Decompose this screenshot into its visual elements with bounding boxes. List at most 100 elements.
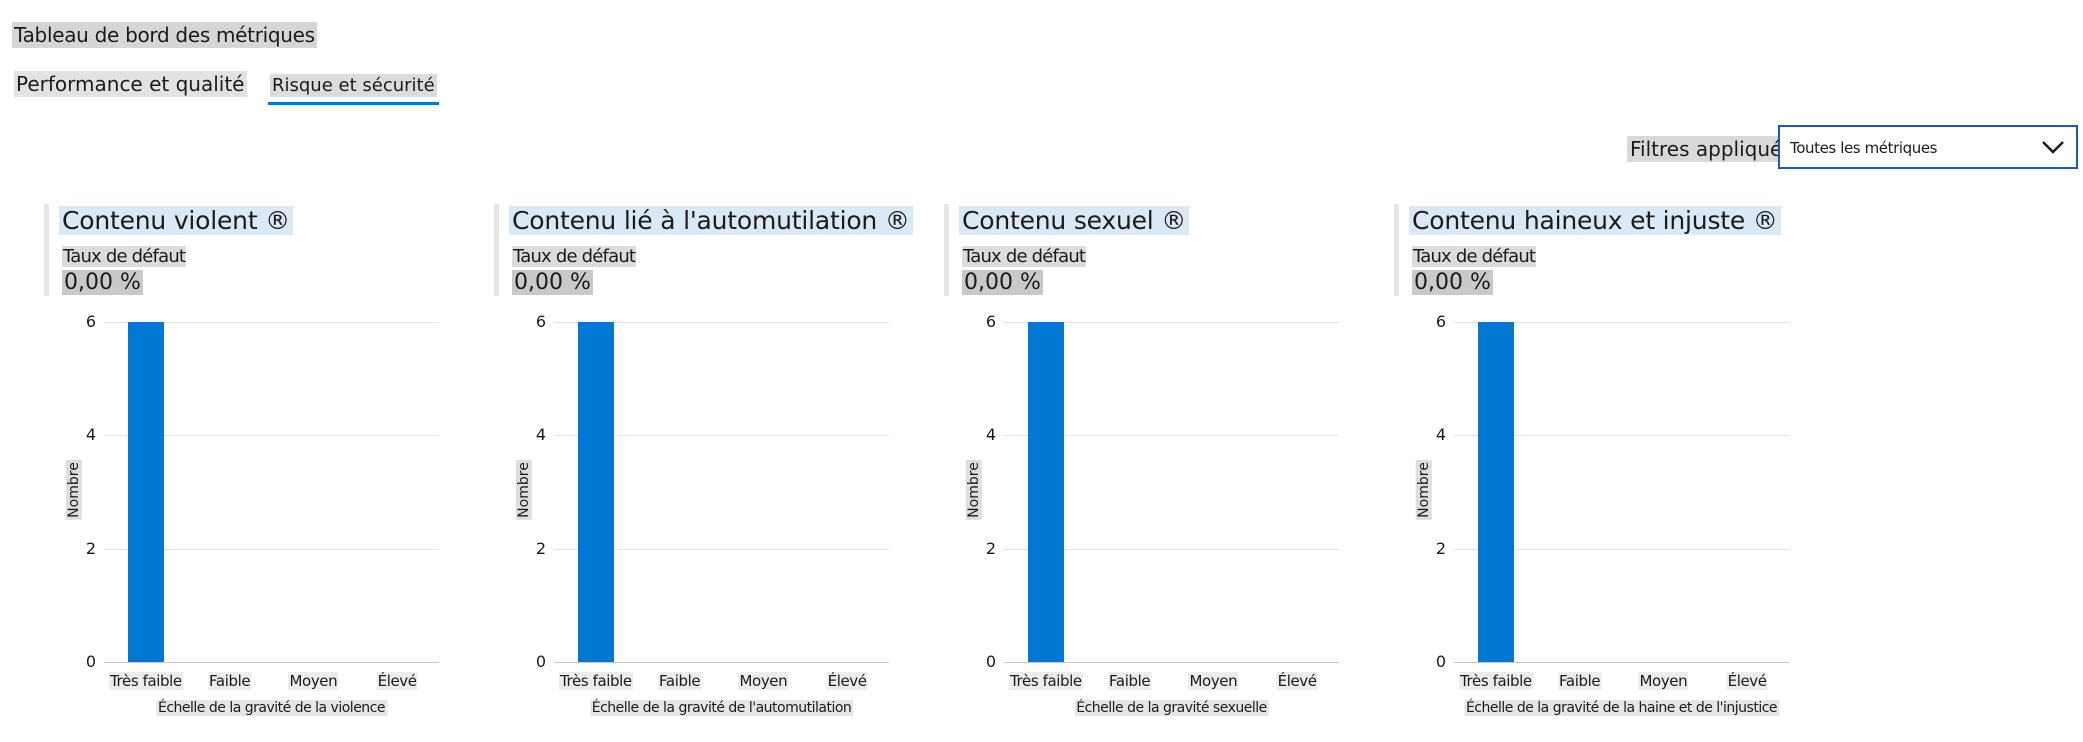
x-tick-label: Élevé — [1726, 672, 1768, 690]
card-title[interactable]: Contenu lié à l'automutilation ® — [509, 206, 913, 235]
x-tick-label: Élevé — [826, 672, 868, 690]
x-tick-label: Moyen — [288, 672, 339, 690]
y-tick-label: 4 — [85, 425, 96, 445]
gridline — [554, 322, 889, 323]
gridline — [1004, 435, 1339, 437]
chevron-down-icon — [2042, 141, 2064, 154]
y-tick-label: 0 — [85, 652, 96, 671]
gridline — [104, 322, 439, 323]
y-axis-label: Nombre — [515, 460, 532, 520]
bar-très-faible[interactable] — [1027, 322, 1064, 662]
y-axis-label: Nombre — [965, 460, 982, 520]
y-tick-label: 4 — [1435, 425, 1446, 445]
card-title[interactable]: Contenu haineux et injuste ® — [1409, 206, 1781, 235]
gridline — [1454, 548, 1789, 550]
x-axis-line — [1004, 662, 1339, 663]
metric-card-violent: Contenu violent ® Taux de défaut 0,00 % … — [44, 200, 484, 730]
x-tick-label: Élevé — [1276, 672, 1318, 690]
x-tick-label: Moyen — [738, 672, 789, 690]
tab-label: Performance et qualité — [14, 71, 247, 97]
metric-card-hate-unfairness: Contenu haineux et injuste ® Taux de déf… — [1394, 200, 1834, 730]
card-title[interactable]: Contenu violent ® — [59, 206, 293, 235]
card-accent — [44, 204, 49, 296]
x-tick-text: Très faible — [558, 672, 633, 690]
y-tick-label: 6 — [1435, 312, 1446, 331]
y-tick-label: 4 — [535, 425, 546, 445]
x-tick-label: Très faible — [558, 672, 633, 690]
y-tick-label: 6 — [985, 312, 996, 331]
y-axis-label: Nombre — [1415, 460, 1432, 520]
x-tick-text: Faible — [1558, 672, 1602, 690]
y-tick-label: 2 — [85, 538, 96, 558]
y-tick-label: 2 — [535, 538, 546, 558]
x-tick-label: Faible — [1558, 672, 1602, 690]
filters-label: Filtres appliqués — [1627, 136, 1796, 162]
bar-très-faible[interactable] — [1477, 322, 1514, 662]
x-tick-label: Moyen — [1188, 672, 1239, 690]
y-tick-label: 2 — [1435, 538, 1446, 558]
x-tick-text: Très faible — [1008, 672, 1083, 690]
x-tick-text: Élevé — [1276, 672, 1318, 690]
gridline — [1004, 322, 1339, 323]
x-tick-text: Élevé — [376, 672, 418, 690]
x-axis-line — [104, 662, 439, 663]
x-tick-text: Faible — [1108, 672, 1152, 690]
y-tick-label: 0 — [1435, 652, 1446, 671]
card-accent — [494, 204, 499, 296]
page-title: Tableau de bord des métriques — [12, 22, 317, 48]
x-tick-text: Très faible — [108, 672, 183, 690]
gridline — [104, 435, 439, 437]
metric-card-self-harm: Contenu lié à l'automutilation ® Taux de… — [494, 200, 934, 730]
severity-bar-chart: 0 2 4 6 Nombre Très faible Faible Moyen Élevé Éch… — [44, 310, 484, 730]
x-tick-text: Faible — [208, 672, 252, 690]
x-tick-label: Très faible — [108, 672, 183, 690]
gridline — [554, 548, 889, 550]
bar-très-faible[interactable] — [577, 322, 614, 662]
defect-rate-value: 0,00 % — [1412, 270, 1493, 295]
tab-label: Risque et sécurité — [270, 74, 437, 97]
x-tick-text: Très faible — [1458, 672, 1533, 690]
x-tick-text: Moyen — [738, 672, 789, 690]
x-tick-label: Moyen — [1638, 672, 1689, 690]
defect-rate-label: Taux de défaut — [512, 246, 637, 267]
defect-rate-label: Taux de défaut — [62, 246, 187, 267]
x-tick-text: Élevé — [1726, 672, 1768, 690]
x-tick-label: Faible — [1108, 672, 1152, 690]
tab-performance-quality[interactable]: Performance et qualité — [12, 70, 249, 104]
x-tick-label: Faible — [658, 672, 702, 690]
y-tick-label: 6 — [535, 312, 546, 331]
y-tick-label: 6 — [85, 312, 96, 331]
tab-risk-safety[interactable]: Risque et sécurité — [268, 70, 439, 105]
bar-très-faible[interactable] — [127, 322, 164, 662]
x-axis-label: Échelle de la gravité de l'automutilatio… — [589, 700, 854, 716]
card-title[interactable]: Contenu sexuel ® — [959, 206, 1190, 235]
severity-bar-chart: 0 2 4 6 Nombre Très faible Faible Moyen Élevé Éch… — [944, 310, 1384, 730]
gridline — [1454, 435, 1789, 437]
x-tick-label: Faible — [208, 672, 252, 690]
severity-bar-chart: 0 2 4 6 Nombre Très faible Faible Moyen Élevé Éch… — [1394, 310, 1834, 730]
gridline — [104, 548, 439, 550]
x-axis-line — [554, 662, 889, 663]
y-axis-label: Nombre — [65, 460, 82, 520]
gridline — [1004, 548, 1339, 550]
x-tick-text: Moyen — [288, 672, 339, 690]
y-tick-label: 0 — [985, 652, 996, 671]
card-accent — [944, 204, 949, 296]
dropdown-selected-value: Toutes les métriques — [1790, 139, 1938, 157]
metric-card-sexual: Contenu sexuel ® Taux de défaut 0,00 % 0… — [944, 200, 1384, 730]
severity-bar-chart: 0 2 4 6 Nombre Très faible Faible Moyen Élevé Éch… — [494, 310, 934, 730]
card-accent — [1394, 204, 1399, 296]
gridline — [1454, 322, 1789, 323]
x-tick-label: Très faible — [1008, 672, 1083, 690]
y-tick-label: 4 — [985, 425, 996, 445]
defect-rate-value: 0,00 % — [512, 270, 593, 295]
x-axis-label: Échelle de la gravité sexuelle — [1074, 700, 1269, 716]
x-axis-line — [1454, 662, 1789, 663]
x-tick-text: Faible — [658, 672, 702, 690]
y-tick-label: 0 — [535, 652, 546, 671]
defect-rate-value: 0,00 % — [962, 270, 1043, 295]
x-tick-text: Moyen — [1188, 672, 1239, 690]
y-tick-label: 2 — [985, 538, 996, 558]
metrics-filter-dropdown[interactable]: Toutes les métriques — [1778, 125, 2078, 169]
